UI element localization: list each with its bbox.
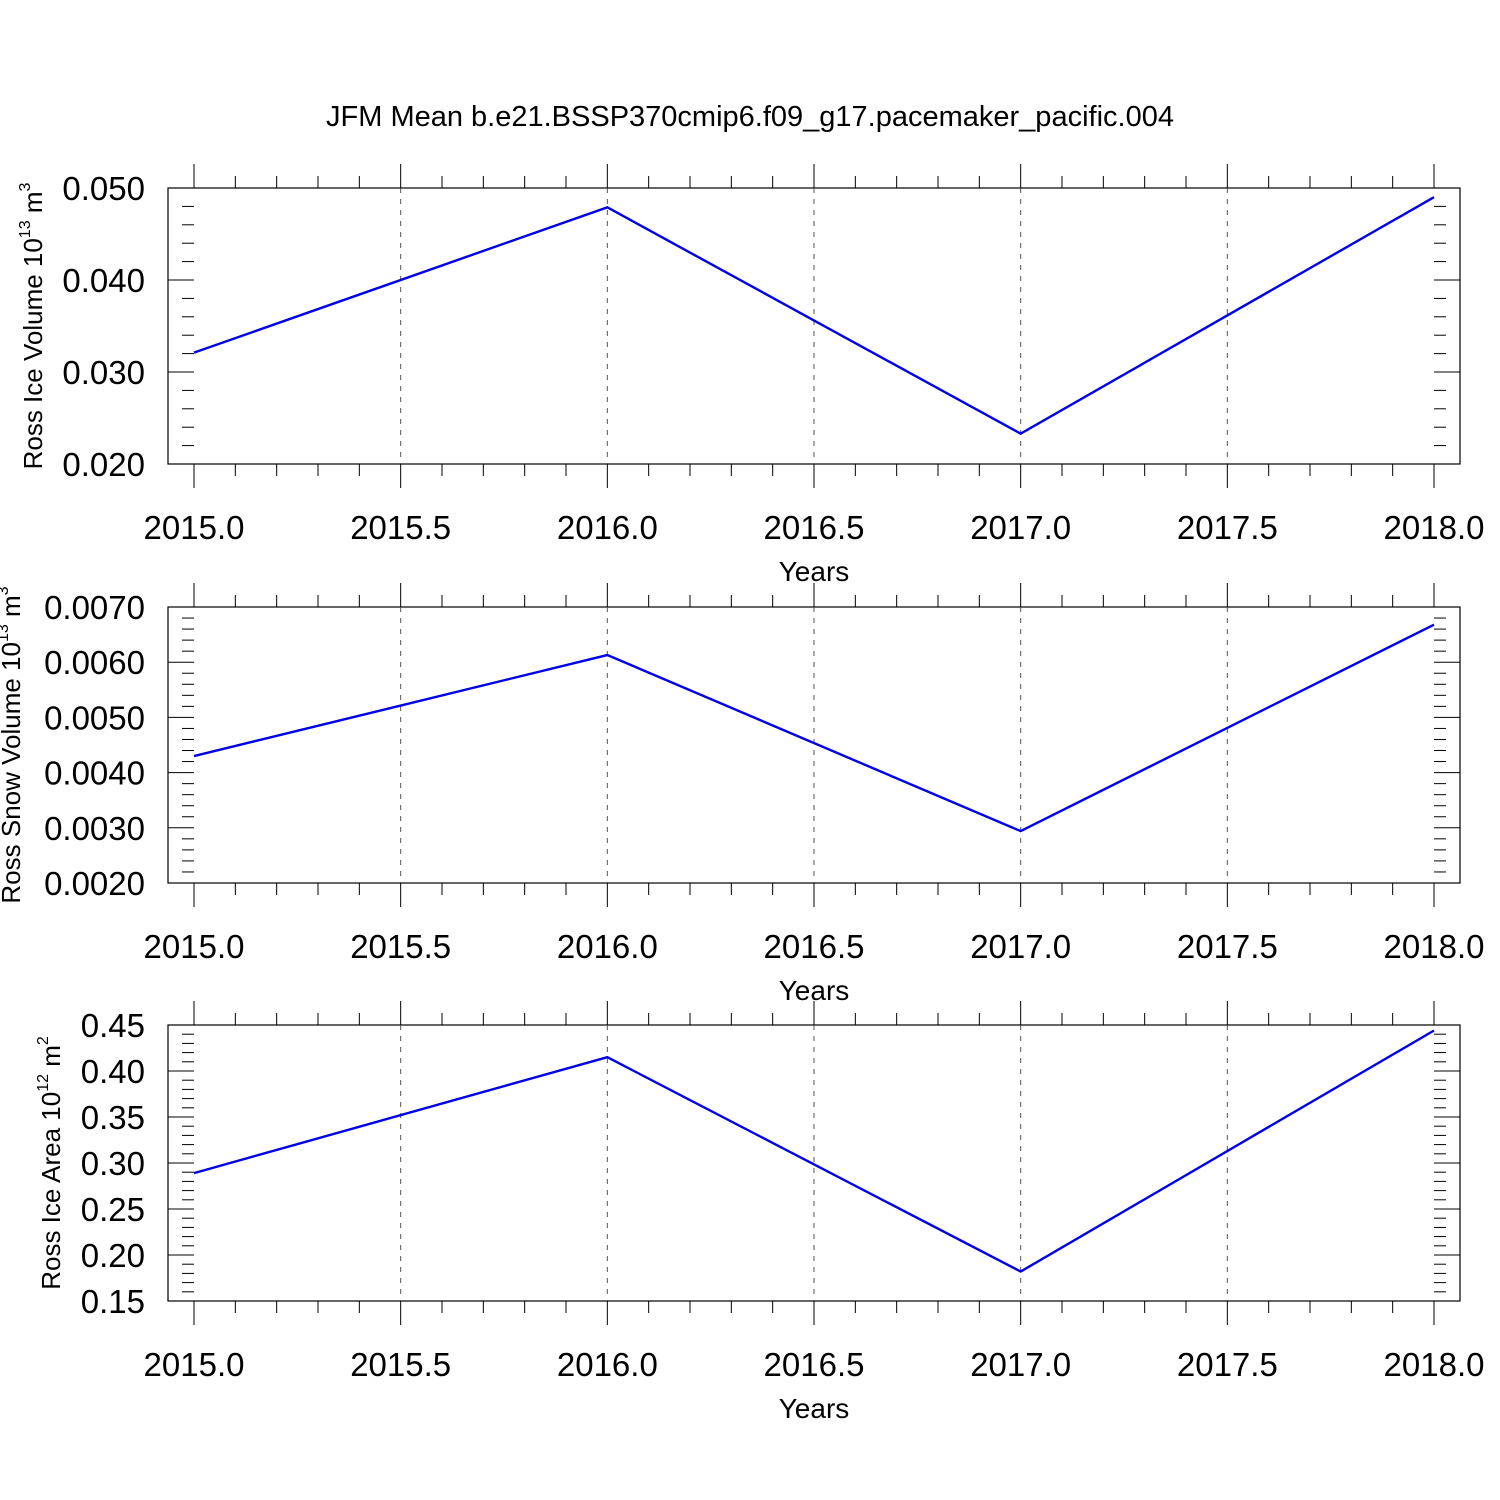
series-line-1 [193, 623, 1435, 833]
y-tick-label: 0.15 [81, 1283, 145, 1320]
y-tick-label: 0.45 [81, 1007, 145, 1044]
x-tick-label: 2016.5 [764, 509, 865, 546]
y-tick-label: 0.25 [81, 1191, 145, 1228]
x-tick-label: 2016.0 [557, 928, 658, 965]
x-tick-label: 2015.5 [350, 928, 451, 965]
x-tick-label: 2018.0 [1384, 1346, 1485, 1383]
y-tick-label: 0.0030 [44, 810, 145, 847]
y-tick-label: 0.040 [62, 262, 145, 299]
x-tick-label: 2018.0 [1384, 509, 1485, 546]
x-tick-label: 2015.5 [350, 1346, 451, 1383]
x-axis-label: Years [779, 556, 850, 587]
chart-panel-3: 2015.0 2015.5 2016.0 2016.5 2017.0 2017.5 2018… [35, 1001, 1484, 1424]
y-tick-label: 0.0020 [44, 865, 145, 902]
y-axis-label: Ross Ice Volume 1013 m3 [17, 182, 48, 469]
x-tick-label: 2015.0 [144, 509, 245, 546]
y-tick-label: 0.35 [81, 1099, 145, 1136]
x-tick-label: 2016.0 [557, 1346, 658, 1383]
y-axis-label: Ross Ice Area 1012 m2 [35, 1036, 66, 1290]
x-tick-label: 2016.0 [557, 509, 658, 546]
panels: 2015.0 2015.5 2016.0 2016.5 2017.0 2017.5 2018… [0, 164, 1484, 1424]
x-tick-label: 2017.5 [1177, 928, 1278, 965]
y-axis-label: Ross Snow Volume 1013 m3 [0, 586, 26, 903]
x-tick-label: 2017.0 [970, 1346, 1071, 1383]
x-tick-label: 2015.0 [144, 928, 245, 965]
x-axis-label: Years [779, 1393, 850, 1424]
y-tick-label: 0.0060 [44, 644, 145, 681]
x-tick-label: 2017.0 [970, 509, 1071, 546]
y-tick-label: 0.050 [62, 170, 145, 207]
x-tick-label: 2017.0 [970, 928, 1071, 965]
x-tick-label: 2016.5 [764, 928, 865, 965]
y-tick-label: 0.020 [62, 446, 145, 483]
y-tick-label: 0.030 [62, 354, 145, 391]
y-tick-label: 0.40 [81, 1053, 145, 1090]
chart-panel-2: 2015.0 2015.5 2016.0 2016.5 2017.0 2017.5 2018… [0, 583, 1484, 1006]
y-tick-label: 0.20 [81, 1237, 145, 1274]
chart-panel-1: 2015.0 2015.5 2016.0 2016.5 2017.0 2017.5 2018… [17, 164, 1484, 587]
figure-title: JFM Mean b.e21.BSSP370cmip6.f09_g17.pace… [326, 101, 1174, 133]
x-tick-label: 2016.5 [764, 1346, 865, 1383]
x-tick-label: 2018.0 [1384, 928, 1485, 965]
y-tick-label: 0.30 [81, 1145, 145, 1182]
x-tick-label: 2017.5 [1177, 1346, 1278, 1383]
x-tick-label: 2017.5 [1177, 509, 1278, 546]
x-tick-label: 2015.5 [350, 509, 451, 546]
series-line-1 [193, 1029, 1435, 1273]
y-tick-label: 0.0050 [44, 699, 145, 736]
x-tick-label: 2015.0 [144, 1346, 245, 1383]
y-tick-label: 0.0070 [44, 589, 145, 626]
y-tick-label: 0.0040 [44, 755, 145, 792]
x-axis-label: Years [779, 975, 850, 1006]
series-line-1 [193, 196, 1435, 436]
